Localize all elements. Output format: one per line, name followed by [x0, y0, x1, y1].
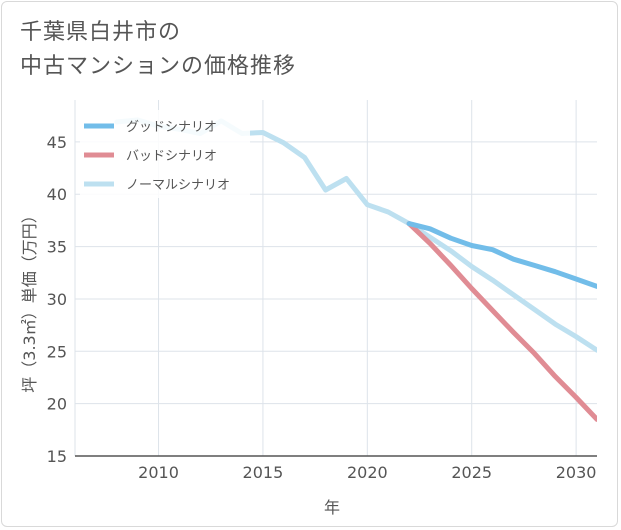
legend-label: グッドシナリオ: [126, 120, 217, 135]
x-tick-label: 2020: [347, 463, 388, 482]
y-tick-label: 30: [47, 290, 67, 309]
y-tick-label: 25: [47, 342, 67, 361]
x-tick-label: 2025: [451, 463, 492, 482]
chart-title-line-2: 中古マンションの価格推移: [20, 54, 297, 79]
x-tick-label: 2010: [138, 463, 179, 482]
y-axis-ticks: 15 20 25 30 35 40 45: [47, 133, 67, 466]
x-tick-label: 2015: [243, 463, 284, 482]
legend-label: ノーマルシナリオ: [126, 178, 230, 193]
y-tick-label: 45: [47, 133, 67, 152]
y-tick-label: 20: [47, 395, 67, 414]
y-tick-label: 15: [47, 447, 67, 466]
chart-title: 千葉県白井市の 中古マンションの価格推移: [20, 16, 296, 84]
chart-title-line-1: 千葉県白井市の: [20, 20, 182, 45]
x-axis-label: 年: [324, 498, 340, 517]
y-axis-label: 坪（3.3㎡）単価（万円）: [20, 207, 39, 392]
x-tick-label: 2030: [556, 463, 597, 482]
x-axis-ticks: 2010 2015 2020 2025 2030: [138, 463, 596, 482]
legend-label: バッドシナリオ: [126, 149, 217, 164]
series-line-0: [406, 221, 597, 289]
y-tick-label: 35: [47, 238, 67, 257]
y-tick-label: 40: [47, 185, 67, 204]
series-line-1: [406, 221, 597, 422]
